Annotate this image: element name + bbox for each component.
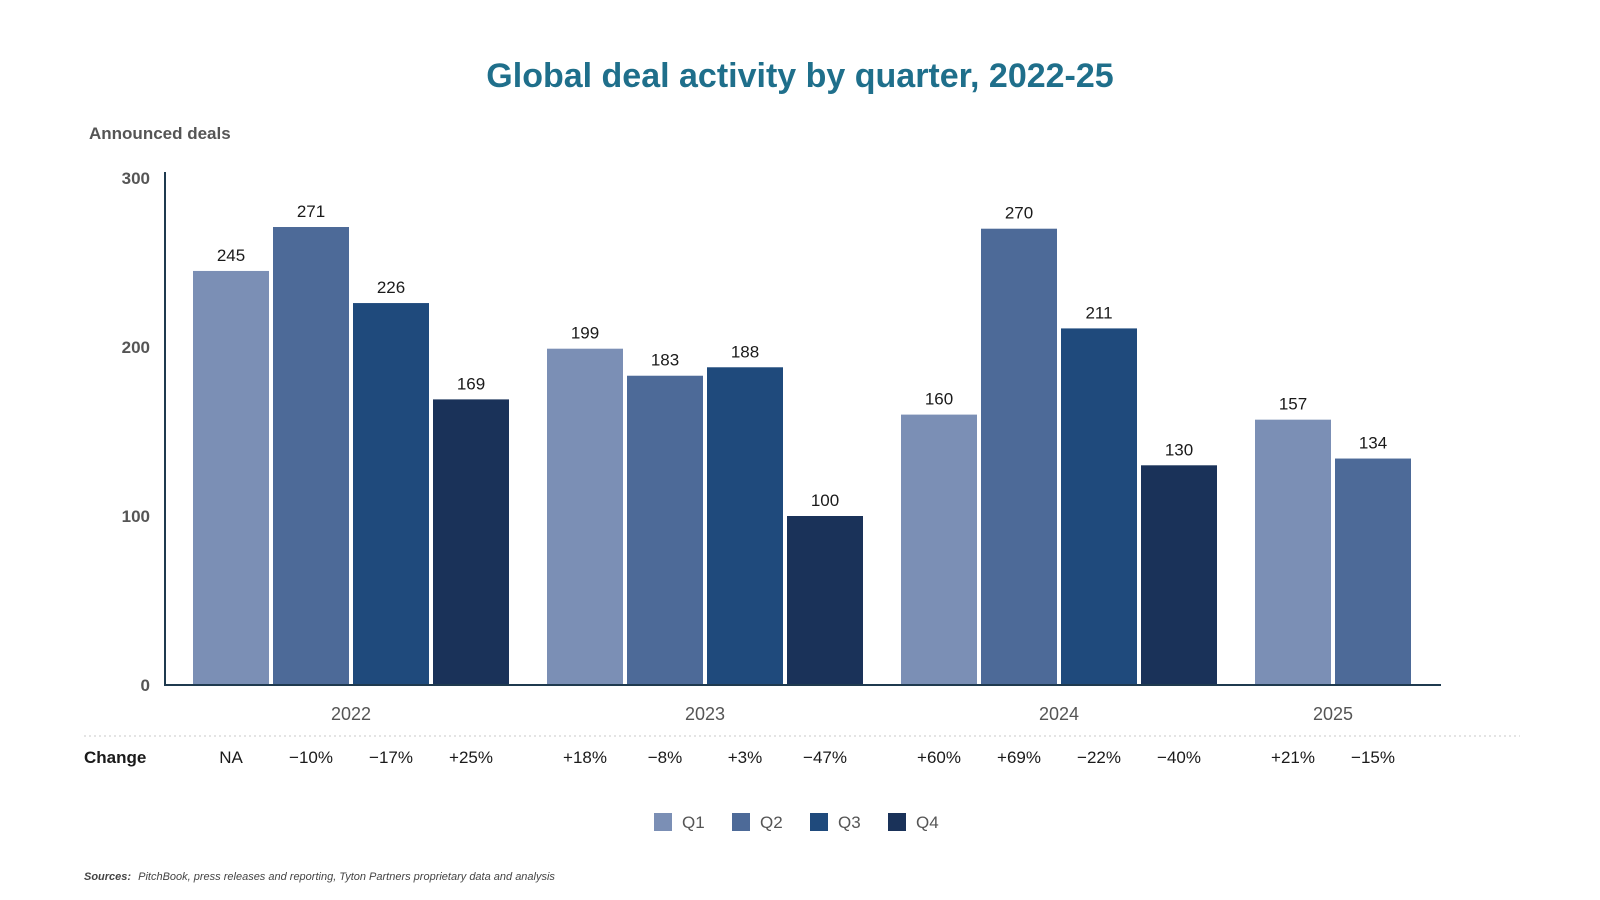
bar-2023-q1 <box>547 348 623 685</box>
change-2023-q1: +18% <box>563 748 607 767</box>
y-tick-label: 300 <box>122 169 150 188</box>
source-text: PitchBook, press releases and reporting,… <box>138 871 555 883</box>
change-2024-q3: −22% <box>1077 748 1121 767</box>
legend-label-q3: Q3 <box>838 813 861 832</box>
bar-2022-q1 <box>193 270 269 685</box>
change-2022-q1: NA <box>219 748 243 767</box>
bar-2024-q4 <box>1141 465 1217 685</box>
source-note: Sources: PitchBook, press releases and r… <box>84 871 555 883</box>
change-2024-q2: +69% <box>997 748 1041 767</box>
y-tick-label: 200 <box>122 338 150 357</box>
change-2023-q3: +3% <box>728 748 763 767</box>
data-label-2023-q3: 188 <box>731 342 759 361</box>
change-2022-q3: −17% <box>369 748 413 767</box>
data-label-2023-q1: 199 <box>571 324 599 343</box>
bar-2025-q2 <box>1335 458 1411 685</box>
change-2025-q2: −15% <box>1351 748 1395 767</box>
bar-2022-q4 <box>433 399 509 685</box>
data-labels: 245 271 226 169 199 183 188 100 160 270 211 130 157 1… <box>217 202 1387 510</box>
data-label-2025-q1: 157 <box>1279 395 1307 414</box>
bar-2022-q2 <box>273 227 349 685</box>
bar-2024-q2 <box>981 228 1057 685</box>
data-label-2024-q4: 130 <box>1165 440 1193 459</box>
bar-2023-q3 <box>707 367 783 685</box>
data-label-2023-q4: 100 <box>811 491 839 510</box>
y-tick-label: 100 <box>122 507 150 526</box>
change-2023-q2: −8% <box>648 748 683 767</box>
data-label-2024-q1: 160 <box>925 390 953 409</box>
bar-2025-q1 <box>1255 419 1331 685</box>
change-row: NA −10% −17% +25% +18% −8% +3% −47% +60% +69% −22%… <box>219 748 1395 767</box>
bars-layer <box>193 227 1411 685</box>
source-label: Sources: <box>84 871 131 883</box>
change-2023-q4: −47% <box>803 748 847 767</box>
change-2025-q1: +21% <box>1271 748 1315 767</box>
y-axis-label: Announced deals <box>89 124 231 143</box>
change-row-label: Change <box>84 748 146 767</box>
axes <box>164 172 1441 686</box>
data-label-2022-q4: 169 <box>457 374 485 393</box>
data-label-2022-q3: 226 <box>377 278 405 297</box>
bar-2022-q3 <box>353 303 429 685</box>
y-axis-ticks: 0 100 200 300 <box>122 169 150 695</box>
legend-label-q1: Q1 <box>682 813 705 832</box>
x-tick-label-2023: 2023 <box>685 704 725 724</box>
data-label-2024-q2: 270 <box>1005 204 1033 223</box>
x-axis-ticks: 2022 2023 2024 2025 <box>331 704 1353 724</box>
bar-2024-q3 <box>1061 328 1137 685</box>
change-2024-q1: +60% <box>917 748 961 767</box>
x-tick-label-2025: 2025 <box>1313 704 1353 724</box>
data-label-2022-q2: 271 <box>297 202 325 221</box>
data-label-2024-q3: 211 <box>1085 303 1112 322</box>
change-2022-q2: −10% <box>289 748 333 767</box>
change-2022-q4: +25% <box>449 748 493 767</box>
data-label-2025-q2: 134 <box>1359 434 1387 453</box>
legend-label-q2: Q2 <box>760 813 783 832</box>
bar-2023-q2 <box>627 375 703 685</box>
x-tick-label-2024: 2024 <box>1039 704 1079 724</box>
y-tick-label: 0 <box>141 676 150 695</box>
data-label-2022-q1: 245 <box>217 246 245 265</box>
legend-swatch-q3 <box>810 813 828 831</box>
bar-2024-q1 <box>901 414 977 685</box>
legend-swatch-q2 <box>732 813 750 831</box>
chart-title: Global deal activity by quarter, 2022-25 <box>486 57 1113 95</box>
legend-swatch-q1 <box>654 813 672 831</box>
legend-swatch-q4 <box>888 813 906 831</box>
legend-label-q4: Q4 <box>916 813 939 832</box>
legend: Q1 Q2 Q3 Q4 <box>654 813 939 832</box>
data-label-2023-q2: 183 <box>651 351 679 370</box>
bar-2023-q4 <box>787 516 863 685</box>
change-2024-q4: −40% <box>1157 748 1201 767</box>
x-tick-label-2022: 2022 <box>331 704 371 724</box>
